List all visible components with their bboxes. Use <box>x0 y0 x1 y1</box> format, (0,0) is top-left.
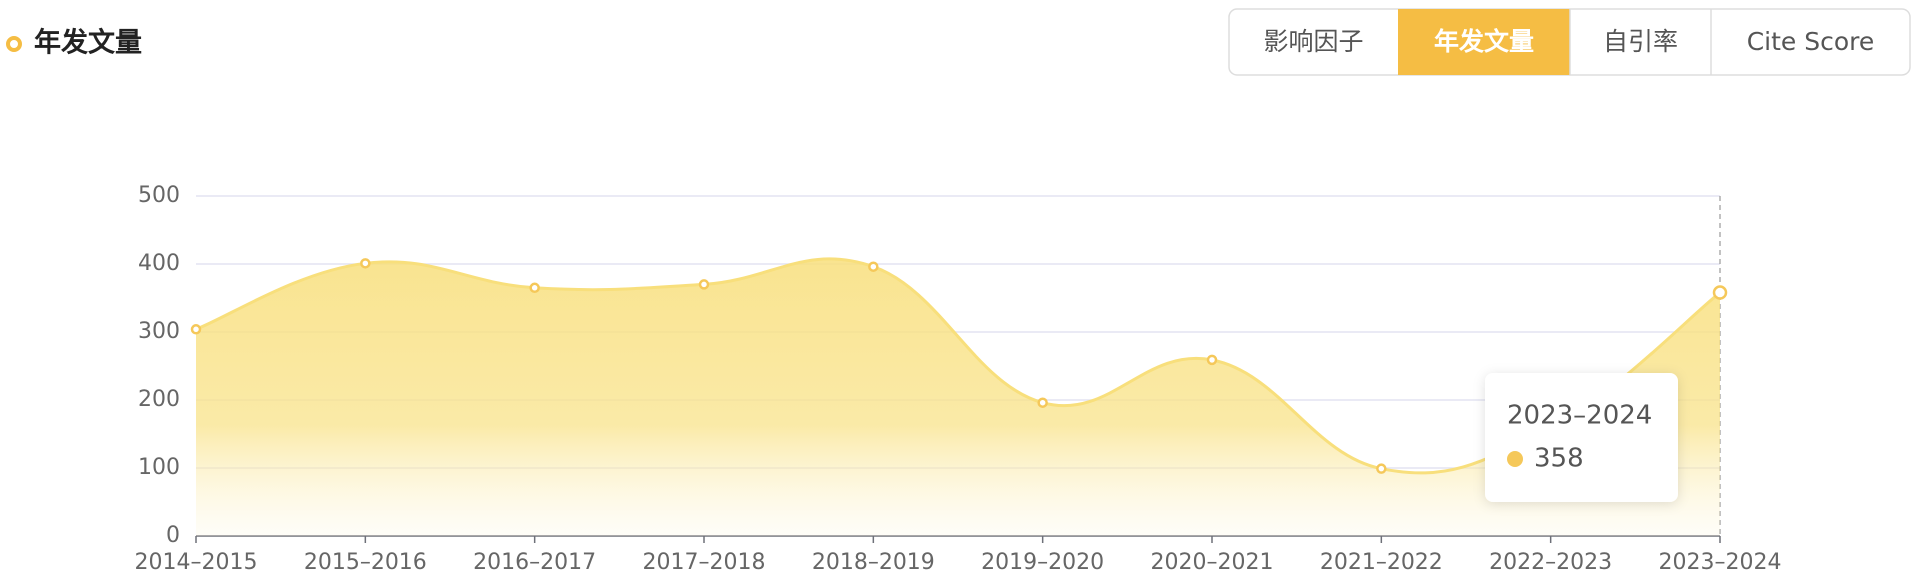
data-point <box>868 261 879 272</box>
data-point <box>190 324 202 335</box>
title-dot <box>6 36 22 52</box>
y-tick-label: 500 <box>138 183 180 208</box>
line <box>195 257 1721 475</box>
tooltip <box>1485 373 1678 502</box>
x-tick-label: 2021–2022 <box>1320 550 1443 575</box>
x-tick-label: 2015–2016 <box>304 550 427 575</box>
tab[interactable]: Cite Score <box>1747 27 1875 56</box>
data-point <box>1376 463 1387 474</box>
y-tick-label: 100 <box>138 455 180 480</box>
data-point <box>360 258 371 269</box>
x-tick-label: 2020–2021 <box>1151 550 1274 575</box>
tooltip-title: 2023–2024 <box>1507 401 1652 431</box>
data-point <box>1206 354 1218 366</box>
tab[interactable]: 影响因子 <box>1263 27 1363 56</box>
tooltip-value: 358 <box>1534 444 1584 474</box>
tab[interactable]: 年发文量 <box>1434 27 1534 56</box>
y-tick-label: 400 <box>138 251 180 276</box>
y-tick-label: 0 <box>166 523 180 548</box>
tooltip-marker <box>1507 451 1523 467</box>
y-tick-label: 200 <box>138 387 180 412</box>
data-point <box>529 282 540 294</box>
data-point <box>1037 397 1048 408</box>
data-point <box>1712 285 1728 300</box>
x-tick-label: 2016–2017 <box>473 550 596 575</box>
section-title: 年发文量 <box>34 27 142 59</box>
y-tick-label: 300 <box>138 319 180 344</box>
tab-bar: 影响因子 年发文量 自引率 Cite Score <box>1228 8 1911 76</box>
area <box>196 258 1720 536</box>
tab-active-bg <box>1398 9 1570 75</box>
tab[interactable]: 自引率 <box>1603 27 1678 56</box>
x-tick-label: 2019–2020 <box>981 550 1104 575</box>
x-tick-label: 2017–2018 <box>643 550 766 575</box>
x-tick-label: 2018–2019 <box>812 550 935 575</box>
data-point <box>698 279 710 290</box>
x-tick-label: 2014–2015 <box>135 550 258 575</box>
chart: 0 100 200 300 400 500 2014–2015 2015–2016 2016–2… <box>135 183 1782 575</box>
x-tick-label: 2023–2024 <box>1659 550 1782 575</box>
x-tick-label: 2022–2023 <box>1489 550 1612 575</box>
